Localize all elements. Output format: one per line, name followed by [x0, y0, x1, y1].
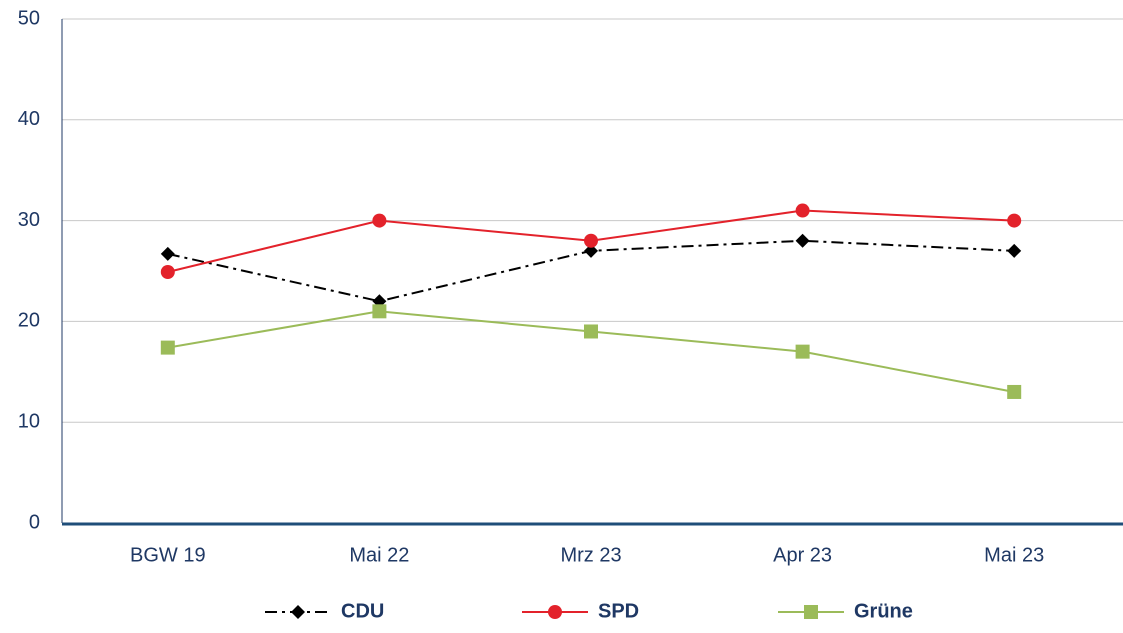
point [1007, 384, 1022, 399]
legend-marker [291, 605, 305, 619]
series-line [167, 310, 1015, 393]
point [795, 344, 810, 359]
legend-label: CDU [341, 600, 384, 622]
point [795, 233, 810, 248]
legend-label: SPD [598, 600, 639, 622]
y-tick-label: 50 [18, 7, 40, 29]
point [372, 304, 387, 319]
y-tick-label: 0 [29, 511, 40, 533]
x-tick-label: Mrz 23 [560, 544, 621, 566]
point [584, 324, 598, 339]
x-tick-label: Mai 22 [349, 544, 409, 566]
y-tick-label: 30 [18, 209, 40, 231]
x-tick-label: Mai 23 [984, 544, 1044, 566]
point [160, 265, 175, 280]
point [1007, 243, 1022, 258]
point [372, 213, 387, 228]
y-tick-label: 10 [18, 410, 40, 432]
x-tick-label: Apr 23 [773, 544, 832, 566]
legend-marker [804, 605, 818, 619]
point [1007, 213, 1022, 228]
y-tick-label: 20 [18, 310, 40, 332]
point [584, 243, 598, 258]
legend-marker [548, 605, 562, 619]
y-tick-label: 40 [18, 108, 40, 130]
point [584, 233, 598, 248]
point [795, 203, 810, 218]
point [160, 246, 175, 261]
point [160, 340, 175, 355]
legend-label: Grüne [854, 600, 913, 622]
x-tick-label: BGW 19 [130, 544, 206, 566]
